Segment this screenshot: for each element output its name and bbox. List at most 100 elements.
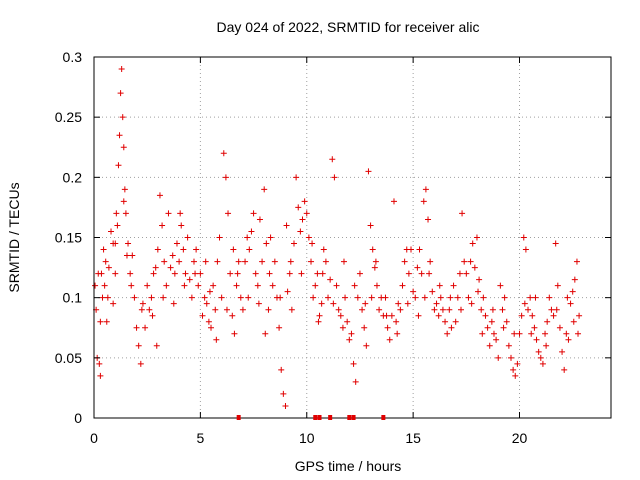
data-point: [250, 210, 257, 217]
y-tick-label: 0.15: [55, 230, 82, 246]
data-point: [327, 276, 334, 283]
data-point: [293, 174, 300, 181]
data-point: [486, 342, 493, 349]
data-point: [529, 312, 536, 319]
data-point: [186, 276, 193, 283]
data-point: [154, 246, 161, 253]
data-point: [567, 300, 574, 307]
data-point: [490, 330, 497, 337]
data-point: [362, 300, 369, 307]
data-point: [146, 306, 153, 313]
x-tick-label: 15: [405, 430, 421, 446]
data-point: [188, 294, 195, 301]
data-point: [235, 258, 242, 265]
data-point: [418, 270, 425, 277]
zero-mark: [313, 415, 318, 420]
data-point: [329, 156, 336, 163]
data-point: [205, 318, 212, 325]
data-point: [476, 276, 483, 283]
data-point: [344, 318, 351, 325]
data-point: [105, 264, 112, 271]
data-point: [511, 330, 518, 337]
data-point: [181, 282, 188, 289]
data-point: [335, 306, 342, 313]
data-point: [123, 252, 130, 259]
data-point: [125, 240, 132, 247]
data-point: [256, 216, 263, 223]
data-point: [444, 330, 451, 337]
data-point: [412, 294, 419, 301]
data-point: [153, 342, 160, 349]
data-point: [173, 240, 180, 247]
x-tick-label: 5: [196, 430, 204, 446]
data-point: [152, 264, 159, 271]
data-point: [121, 186, 128, 193]
data-point: [363, 342, 370, 349]
data-point: [522, 246, 529, 253]
data-point: [571, 276, 578, 283]
data-point: [468, 300, 475, 307]
data-point: [437, 294, 444, 301]
grid: [94, 57, 611, 418]
data-point: [122, 210, 129, 217]
data-point: [97, 372, 104, 379]
data-point: [182, 270, 189, 277]
data-point: [92, 282, 99, 289]
data-point: [503, 318, 510, 325]
data-point: [426, 270, 433, 277]
data-point: [128, 282, 135, 289]
data-point: [305, 234, 312, 241]
data-point: [177, 210, 184, 217]
data-point: [446, 306, 453, 313]
data-point: [206, 288, 213, 295]
data-point: [99, 294, 106, 301]
data-point: [497, 282, 504, 289]
data-point: [393, 318, 400, 325]
data-point: [521, 300, 528, 307]
data-point: [421, 294, 428, 301]
y-axis-label: SRMTID / TECUs: [6, 182, 22, 292]
x-tick-label: 20: [512, 430, 528, 446]
data-point: [542, 330, 549, 337]
data-point: [287, 258, 294, 265]
data-point: [103, 318, 110, 325]
data-point: [463, 270, 470, 277]
data-point: [312, 282, 319, 289]
data-point: [322, 258, 329, 265]
data-point: [295, 204, 302, 211]
data-point: [315, 318, 322, 325]
data-point: [242, 258, 249, 265]
data-point: [283, 222, 290, 229]
data-point: [112, 240, 119, 247]
data-point: [382, 294, 389, 301]
data-point: [190, 258, 197, 265]
data-point: [456, 270, 463, 277]
data-point: [573, 258, 580, 265]
y-tick-label: 0.2: [63, 169, 83, 185]
data-point: [539, 360, 546, 367]
axis-ticks: 0 5 10 15 20 0 0.05 0.1 0.15 0.2 0.25 0.3: [55, 49, 611, 446]
data-point: [135, 342, 142, 349]
zero-mark: [328, 415, 333, 420]
data-point: [348, 330, 355, 337]
data-point: [352, 378, 359, 385]
data-point: [459, 210, 466, 217]
data-point: [416, 246, 423, 253]
data-point: [546, 294, 553, 301]
data-point: [201, 294, 208, 301]
x-tick-label: 0: [90, 430, 98, 446]
data-point: [425, 216, 432, 223]
data-point: [368, 294, 375, 301]
data-point: [548, 306, 555, 313]
data-point: [478, 306, 485, 313]
data-point: [169, 252, 176, 259]
data-point: [422, 186, 429, 193]
data-point: [265, 306, 272, 313]
data-point: [361, 324, 368, 331]
data-point: [267, 234, 274, 241]
data-point: [139, 300, 146, 307]
data-point: [340, 258, 347, 265]
data-point: [318, 300, 325, 307]
data-point: [263, 240, 270, 247]
data-point: [479, 330, 486, 337]
